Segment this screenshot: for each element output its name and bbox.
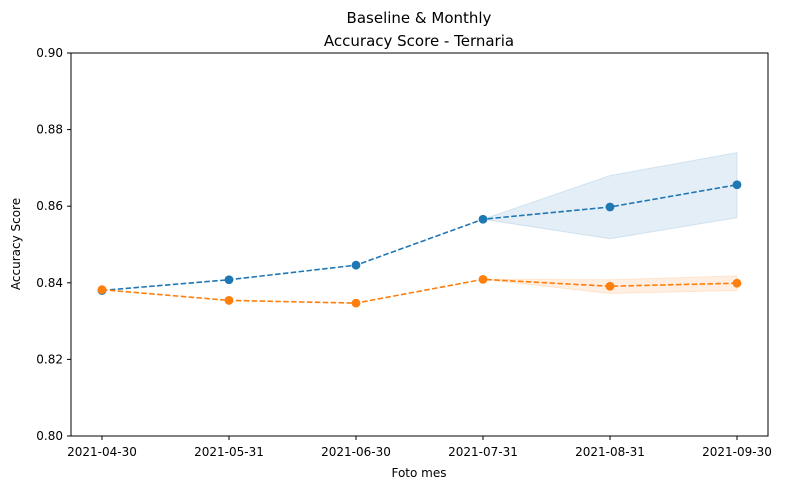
y-tick-label: 0.84 <box>36 276 63 290</box>
series-lines <box>101 183 738 304</box>
series-1-point <box>224 275 234 285</box>
y-tick-label: 0.88 <box>36 123 63 137</box>
chart-title-line2: Accuracy Score - Ternaria <box>324 32 514 50</box>
x-tick-label: 2021-05-31 <box>194 445 264 459</box>
y-tick-label: 0.80 <box>36 429 63 443</box>
series-2-point <box>732 278 742 288</box>
axes: 0.80 0.82 0.84 0.86 0.88 0.90 2021-04-30 2021-0… <box>36 46 772 459</box>
x-tick-label: 2021-06-30 <box>321 445 391 459</box>
series-2-point <box>605 281 615 291</box>
confidence-bands <box>482 151 738 295</box>
series-1-point <box>605 202 615 212</box>
plot-frame <box>70 52 769 437</box>
series-2-line <box>101 278 738 304</box>
series-points <box>97 180 742 308</box>
x-tick-label: 2021-09-30 <box>702 445 772 459</box>
series-1-point <box>478 214 488 224</box>
y-tick-label: 0.82 <box>36 352 63 366</box>
series-1-line <box>101 183 738 292</box>
x-axis-label: Foto mes <box>391 466 446 480</box>
x-tick-label: 2021-07-31 <box>448 445 518 459</box>
series-1-band <box>482 151 738 240</box>
chart-title-line1: Baseline & Monthly <box>347 9 492 27</box>
series-2-point <box>224 296 234 305</box>
series-1-point <box>732 180 742 190</box>
y-axis-label: Accuracy Score <box>9 198 23 290</box>
x-tick-label: 2021-08-31 <box>575 445 645 459</box>
y-tick-label: 0.90 <box>36 46 63 60</box>
series-2-point <box>97 285 107 295</box>
y-tick-label: 0.86 <box>36 199 63 213</box>
series-1-point <box>351 260 361 270</box>
series-2-point <box>478 274 488 284</box>
series-2-point <box>351 298 361 308</box>
x-tick-label: 2021-04-30 <box>67 445 137 459</box>
